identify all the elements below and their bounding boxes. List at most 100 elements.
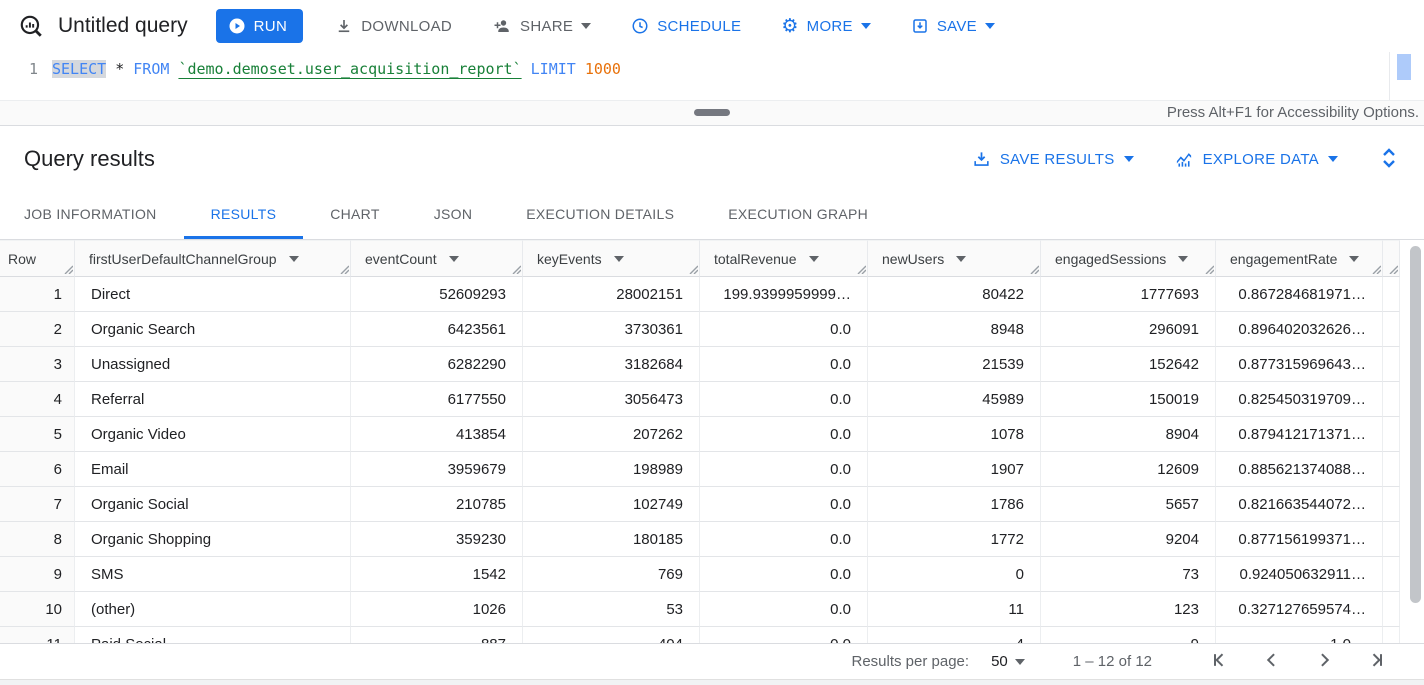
table-cell: Referral bbox=[75, 382, 351, 417]
table-cell: 0.0 bbox=[700, 592, 868, 627]
tab-execution-details[interactable]: EXECUTION DETAILS bbox=[526, 206, 675, 222]
sql-token-keyword: FROM bbox=[133, 60, 170, 78]
table-row: 6 Email 3959679 198989 0.0 1907 12609 0.8856213… bbox=[0, 452, 1400, 487]
row-number-cell: 5 bbox=[0, 417, 75, 452]
sql-code-line[interactable]: SELECT * FROM `demo.demoset.user_acquisi… bbox=[52, 57, 621, 81]
table-cell: 0.877156199371… bbox=[1216, 522, 1383, 557]
first-page-icon bbox=[1214, 653, 1224, 667]
column-resize-icon[interactable] bbox=[1205, 265, 1214, 274]
bigquery-query-icon bbox=[20, 15, 42, 37]
last-page-icon bbox=[1372, 653, 1382, 667]
column-resize-icon[interactable] bbox=[1030, 265, 1039, 274]
sql-editor[interactable]: 1 SELECT * FROM `demo.demoset.user_acqui… bbox=[0, 52, 1424, 100]
table-cell: 207262 bbox=[523, 417, 700, 452]
next-page-button[interactable] bbox=[1312, 648, 1336, 675]
chevron-down-icon bbox=[581, 23, 592, 29]
pagination-footer: Results per page: 50 1 – 12 of 12 bbox=[0, 643, 1424, 679]
table-cell: 413854 bbox=[351, 417, 523, 452]
table-cell: 0.0 bbox=[700, 312, 868, 347]
download-button[interactable]: DOWNLOAD bbox=[327, 8, 460, 44]
chevron-right-icon bbox=[1321, 653, 1330, 667]
column-resize-icon[interactable] bbox=[857, 265, 866, 274]
table-cell: 0.0 bbox=[700, 347, 868, 382]
table-cell: 210785 bbox=[351, 487, 523, 522]
table-cell bbox=[1383, 557, 1400, 592]
column-header-engagementRate[interactable]: engagementRate bbox=[1216, 240, 1383, 277]
column-header-eventCount[interactable]: eventCount bbox=[351, 240, 523, 277]
download-label: DOWNLOAD bbox=[361, 17, 453, 35]
table-cell: 52609293 bbox=[351, 277, 523, 312]
results-table: Row firstUserDefaultChannelGroup eventCoun… bbox=[0, 240, 1400, 643]
column-header-newUsers[interactable]: newUsers bbox=[868, 240, 1041, 277]
save-button[interactable]: SAVE bbox=[903, 8, 1003, 44]
table-cell bbox=[1383, 347, 1400, 382]
table-scrollbar-thumb[interactable] bbox=[1410, 246, 1421, 603]
tab-execution-graph[interactable]: EXECUTION GRAPH bbox=[728, 206, 869, 222]
column-header-totalRevenue[interactable]: totalRevenue bbox=[700, 240, 868, 277]
table-cell: 0.0 bbox=[700, 487, 868, 522]
previous-page-button[interactable] bbox=[1260, 648, 1284, 675]
tab-job-information[interactable]: JOB INFORMATION bbox=[24, 206, 157, 222]
line-number: 1 bbox=[28, 60, 38, 78]
table-cell bbox=[1383, 592, 1400, 627]
table-cell bbox=[1383, 487, 1400, 522]
table-cell: Direct bbox=[75, 277, 351, 312]
table-cell: 359230 bbox=[351, 522, 523, 557]
query-title[interactable]: Untitled query bbox=[58, 14, 188, 37]
save-results-icon bbox=[974, 151, 989, 166]
run-button[interactable]: RUN bbox=[215, 9, 304, 43]
table-cell: 1078 bbox=[868, 417, 1041, 452]
table-cell: (other) bbox=[75, 592, 351, 627]
explore-data-button[interactable]: EXPLORE DATA bbox=[1174, 150, 1338, 169]
column-resize-icon[interactable] bbox=[64, 265, 73, 274]
editor-scrollbar-thumb[interactable] bbox=[1397, 54, 1411, 80]
table-cell: 0.885621374088… bbox=[1216, 452, 1383, 487]
sql-token-tableref: `demo.demoset.user_acquisition_report` bbox=[178, 60, 522, 78]
table-cell bbox=[1383, 277, 1400, 312]
results-actions: SAVE RESULTS EXPLORE DATA bbox=[972, 145, 1400, 174]
table-cell: 8948 bbox=[868, 312, 1041, 347]
table-cell: 80422 bbox=[868, 277, 1041, 312]
splitter-drag-handle[interactable] bbox=[694, 109, 730, 116]
table-cell: 0.0 bbox=[700, 417, 868, 452]
chevron-down-icon bbox=[1014, 658, 1025, 665]
more-button[interactable]: ⚙ MORE bbox=[773, 8, 879, 44]
table-cell: 0 bbox=[868, 557, 1041, 592]
column-resize-icon[interactable] bbox=[512, 265, 521, 274]
table-cell: Unassigned bbox=[75, 347, 351, 382]
sql-token-plain bbox=[106, 60, 115, 78]
table-row: 9 SMS 1542 769 0.0 0 73 0.924050632911… bbox=[0, 557, 1400, 592]
table-cell: 123 bbox=[1041, 592, 1216, 627]
first-page-button[interactable] bbox=[1208, 648, 1232, 675]
results-table-area: Row firstUserDefaultChannelGroup eventCoun… bbox=[0, 240, 1424, 643]
row-number-cell: 4 bbox=[0, 382, 75, 417]
table-cell: 1777693 bbox=[1041, 277, 1216, 312]
table-cell: Email bbox=[75, 452, 351, 487]
column-header-firstUserDefaultChannelGroup[interactable]: firstUserDefaultChannelGroup bbox=[75, 240, 351, 277]
table-cell: 0.0 bbox=[700, 557, 868, 592]
column-header-label: firstUserDefaultChannelGroup bbox=[89, 250, 277, 267]
column-resize-icon[interactable] bbox=[1372, 265, 1381, 274]
share-button[interactable]: SHARE bbox=[484, 8, 599, 44]
column-header-Row[interactable]: Row bbox=[0, 240, 75, 277]
column-header-engagedSessions[interactable]: engagedSessions bbox=[1041, 240, 1216, 277]
column-header-keyEvents[interactable]: keyEvents bbox=[523, 240, 700, 277]
tab-json[interactable]: JSON bbox=[433, 206, 473, 222]
schedule-button[interactable]: SCHEDULE bbox=[623, 8, 749, 44]
column-resize-icon[interactable] bbox=[689, 265, 698, 274]
save-results-button[interactable]: SAVE RESULTS bbox=[972, 150, 1134, 169]
editor-scrollbar[interactable] bbox=[1397, 54, 1411, 98]
column-resize-icon[interactable] bbox=[1389, 265, 1398, 274]
tab-results[interactable]: RESULTS bbox=[183, 192, 304, 239]
column-resize-icon[interactable] bbox=[340, 265, 349, 274]
clock-icon bbox=[632, 18, 648, 34]
collapse-results-button[interactable] bbox=[1378, 145, 1400, 174]
last-page-button[interactable] bbox=[1364, 648, 1388, 675]
table-cell: 4 bbox=[868, 627, 1041, 643]
table-cell bbox=[1383, 452, 1400, 487]
table-cell: 0.0 bbox=[700, 382, 868, 417]
editor-scroll-divider bbox=[1389, 52, 1390, 100]
page-size-select[interactable]: 50 bbox=[991, 653, 1025, 670]
tab-chart[interactable]: CHART bbox=[330, 206, 380, 222]
row-number-cell: 7 bbox=[0, 487, 75, 522]
